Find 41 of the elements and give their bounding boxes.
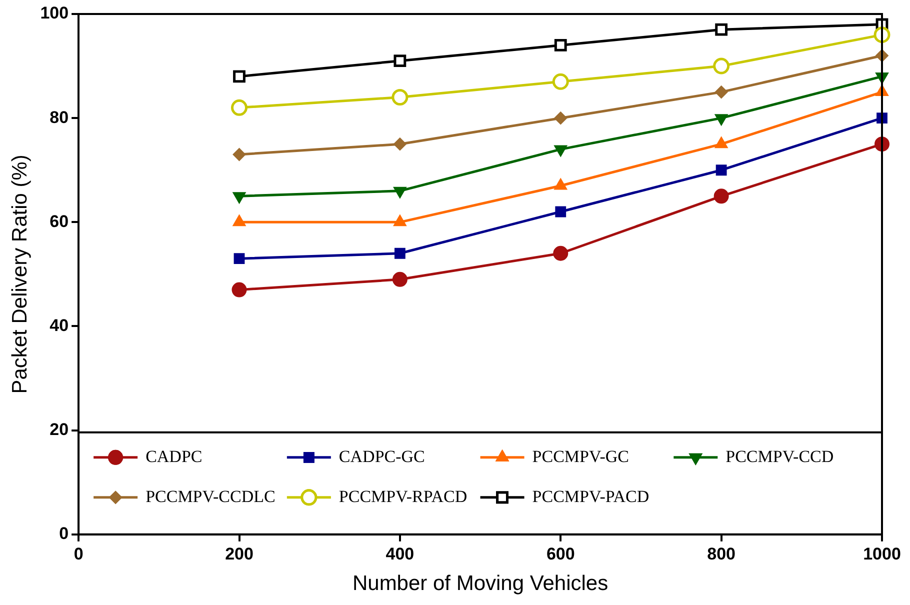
legend-label: PCCMPV-RPACD: [338, 486, 468, 506]
legend-label: PCCMPV-PACD: [532, 486, 650, 506]
x-tick-label: 600: [546, 544, 575, 564]
y-tick-label: 60: [50, 212, 69, 231]
y-tick-label: 80: [50, 108, 69, 127]
legend-label: PCCMPV-GC: [532, 446, 629, 466]
point: [555, 206, 566, 218]
x-tick-label: 1000: [863, 544, 901, 564]
point: [715, 23, 728, 36]
point: [232, 148, 246, 162]
x-tick-label: 200: [225, 544, 254, 564]
point: [394, 248, 406, 259]
y-tick-label: 0: [59, 524, 69, 544]
point: [394, 54, 406, 68]
point: [716, 164, 727, 176]
y-tick-label: 100: [40, 4, 69, 23]
y-tick-label: 40: [50, 316, 69, 335]
point: [714, 86, 728, 99]
x-tick-label: 0: [74, 544, 84, 564]
x-tick-label: 800: [707, 544, 736, 564]
legend-label: PCCMPV-CCDLC: [146, 486, 276, 506]
point: [232, 282, 247, 298]
point: [233, 70, 246, 83]
x-tick-label: 400: [386, 544, 414, 564]
point: [392, 272, 408, 287]
point: [234, 253, 245, 264]
point: [392, 89, 408, 106]
legend-label: PCCMPV-CCD: [726, 446, 834, 466]
legend-label: CADPC: [146, 446, 202, 466]
y-axis-title: Packet Delivery Ratio (%): [8, 154, 32, 394]
y-tick-label: 20: [50, 420, 69, 440]
point: [231, 99, 248, 116]
point: [554, 112, 568, 125]
x-axis-title: Number of Moving Vehicles: [352, 572, 608, 596]
point: [554, 39, 567, 52]
point: [552, 73, 569, 90]
point: [553, 246, 568, 261]
point: [713, 58, 730, 74]
point: [714, 188, 729, 204]
legend-label: CADPC-GC: [338, 446, 425, 466]
point: [393, 138, 406, 151]
